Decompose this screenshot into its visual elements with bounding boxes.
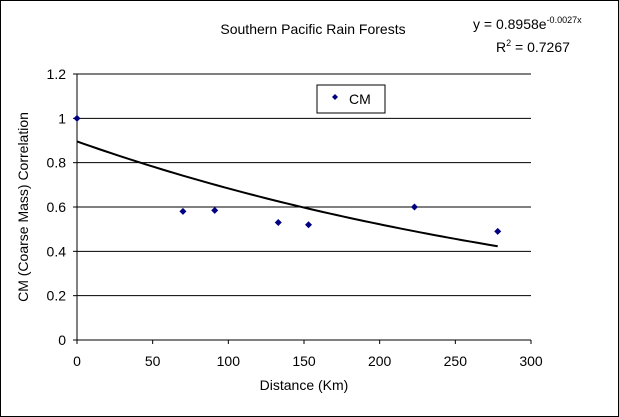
legend-marker-diamond [332, 94, 338, 100]
y-tick-label: 0.2 [47, 288, 67, 304]
data-point [73, 114, 81, 122]
trend-equation-base: y = 0.8958e [473, 16, 547, 32]
x-tick-label: 250 [444, 353, 468, 369]
x-axis-label: Distance (Km) [260, 377, 349, 393]
x-tick-label: 0 [73, 353, 81, 369]
data-point [410, 203, 418, 211]
y-tick-label: 0.4 [47, 243, 67, 259]
grid-lines [77, 73, 531, 297]
y-tick-label: 0.6 [47, 199, 67, 215]
data-point [305, 221, 313, 229]
data-point [494, 227, 502, 235]
chart-title: Southern Pacific Rain Forests [220, 21, 405, 37]
legend: CM [316, 84, 386, 114]
trendline-group [76, 140, 498, 248]
x-tick-label: 300 [519, 353, 543, 369]
y-tick-label: 1.2 [47, 66, 67, 82]
legend-box [316, 84, 386, 114]
r-squared-label: R2 = 0.7267 [496, 38, 570, 55]
x-tick-label: 150 [292, 353, 316, 369]
data-points [73, 114, 502, 235]
data-point [211, 206, 219, 214]
y-tick-label: 0.8 [47, 155, 67, 171]
trendline [76, 140, 498, 248]
y-tick-label: 1 [58, 110, 66, 126]
y-axis-label: CM (Coarse Mass) Correlation [15, 112, 31, 302]
y-tick-labels: 0 0.2 0.4 0.6 0.8 1 1.2 [47, 66, 77, 348]
r-squared-superscript: 2 [506, 38, 511, 48]
data-point [274, 219, 282, 227]
trend-equation: y = 0.8958e-0.0027x [473, 15, 582, 32]
data-point [179, 207, 187, 215]
x-tick-label: 50 [145, 353, 161, 369]
legend-label-cm: CM [349, 91, 371, 107]
r-squared-letter: R [496, 39, 506, 55]
r-squared-value: = 0.7267 [511, 39, 570, 55]
y-tick-label: 0 [58, 332, 66, 348]
trend-equation-exponent: -0.0027x [547, 15, 583, 25]
x-tick-label: 100 [217, 353, 241, 369]
x-tick-labels: 0 50 100 150 200 250 300 [73, 340, 543, 369]
x-tick-label: 200 [368, 353, 392, 369]
